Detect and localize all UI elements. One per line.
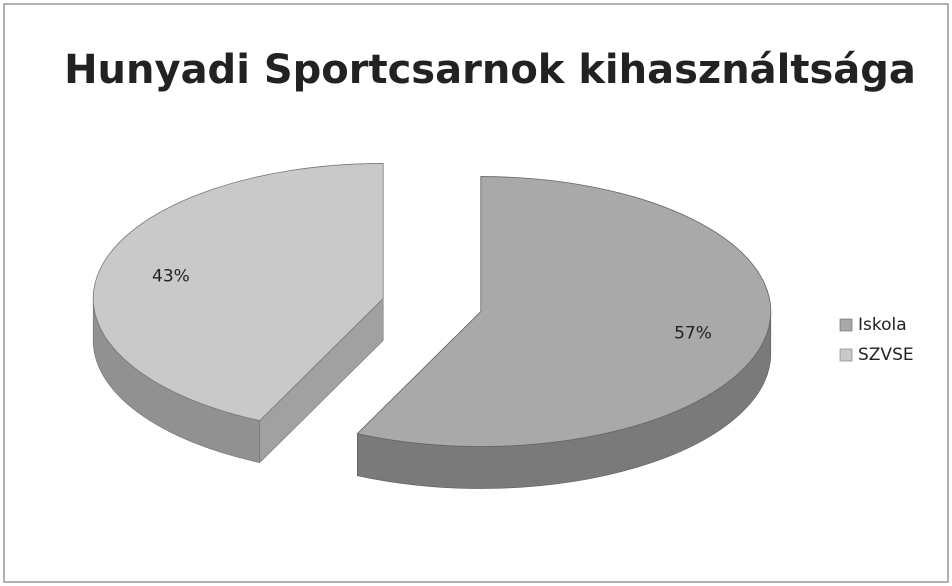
slice-top xyxy=(92,163,384,422)
legend-swatch xyxy=(839,318,853,332)
data-label: 57% xyxy=(674,324,712,344)
slice: 43% xyxy=(92,163,384,464)
slice: 57% xyxy=(356,176,772,489)
legend-swatch xyxy=(839,348,853,362)
chart-title: Hunyadi Sportcsarnok kihasználtsága xyxy=(64,47,916,93)
legend-label: Iskola xyxy=(858,315,907,335)
slice-top xyxy=(356,176,772,447)
legend-label: SZVSE xyxy=(858,345,914,365)
data-label: 43% xyxy=(152,266,190,286)
